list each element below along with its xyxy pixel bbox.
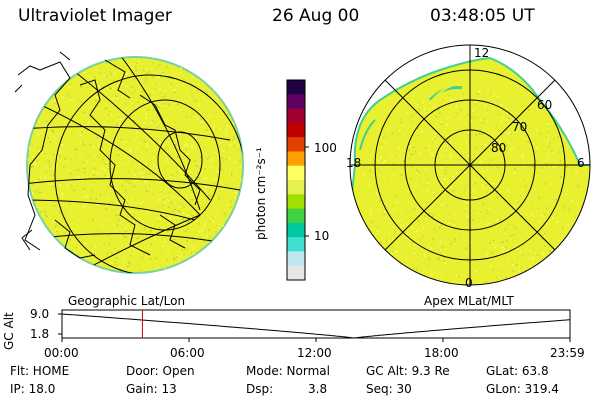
mlat-80-label: 80 <box>491 141 507 155</box>
alt-tick-9: 9.0 <box>30 307 50 321</box>
x-tick-2359: 23:59 <box>550 346 585 360</box>
x-tick-1800: 18:00 <box>424 346 459 360</box>
colorbar-segment <box>287 222 305 238</box>
x-tick-0600: 06:00 <box>170 346 205 360</box>
mlt-12-label: 12 <box>474 46 490 60</box>
colorbar-segment <box>287 251 305 267</box>
polar-panel-label: Apex MLat/MLT <box>424 294 514 308</box>
colorbar-segment <box>287 151 305 167</box>
geographic-image <box>14 51 244 274</box>
status-door: Door: Open <box>126 364 195 378</box>
alt-ylabel: GC Alt <box>2 312 16 350</box>
colorbar-tick-100: 100 <box>314 141 337 155</box>
x-tick-1200: 12:00 <box>297 346 332 360</box>
status-glon: GLon: 319.4 <box>486 382 559 396</box>
status-dsp-label: Dsp: <box>246 382 274 396</box>
x-tick-0000: 00:00 <box>44 346 79 360</box>
colorbar-segment <box>287 137 305 152</box>
alt-tick-1: 1.8 <box>30 327 50 341</box>
status-dsp-value: 3.8 <box>308 382 328 396</box>
status-ip: IP: 18.0 <box>10 382 56 396</box>
colorbar-unit-label: photon cm⁻²s⁻¹ <box>254 147 268 240</box>
colorbar-segment <box>287 237 305 252</box>
polar-image <box>349 44 591 286</box>
colorbar-segment <box>287 80 305 95</box>
mlat-60-label: 60 <box>537 98 553 112</box>
status-gc-alt: GC Alt: 9.3 Re <box>366 364 450 378</box>
mlt-6-label: 6 <box>577 156 585 170</box>
colorbar-segment <box>287 208 305 224</box>
colorbar-segment <box>287 94 305 110</box>
colorbar-segment <box>287 265 305 281</box>
status-mode: Mode: Normal <box>246 364 330 378</box>
time-label: 03:48:05 UT <box>430 6 535 26</box>
colorbar-segment <box>287 122 305 138</box>
mlt-0-label: 0 <box>465 276 473 290</box>
mlat-70-label: 70 <box>512 120 528 134</box>
mlt-18-label: 18 <box>346 156 362 170</box>
color-bar <box>286 79 309 281</box>
instrument-title: Ultraviolet Imager <box>18 6 172 26</box>
geographic-panel-label: Geographic Lat/Lon <box>68 294 186 308</box>
coastline-outline <box>24 59 201 259</box>
colorbar-segment <box>287 165 305 181</box>
altitude-plot <box>58 309 571 342</box>
status-glat: GLat: 63.8 <box>486 364 549 378</box>
colorbar-tick-10: 10 <box>314 229 330 243</box>
colorbar-segment <box>287 194 305 210</box>
colorbar-segment <box>287 108 305 124</box>
date-label: 26 Aug 00 <box>272 6 360 26</box>
status-gain: Gain: 13 <box>126 382 177 396</box>
status-seq: Seq: 30 <box>366 382 412 396</box>
colorbar-segment <box>287 180 305 195</box>
status-flt: Flt: HOME <box>10 364 70 378</box>
